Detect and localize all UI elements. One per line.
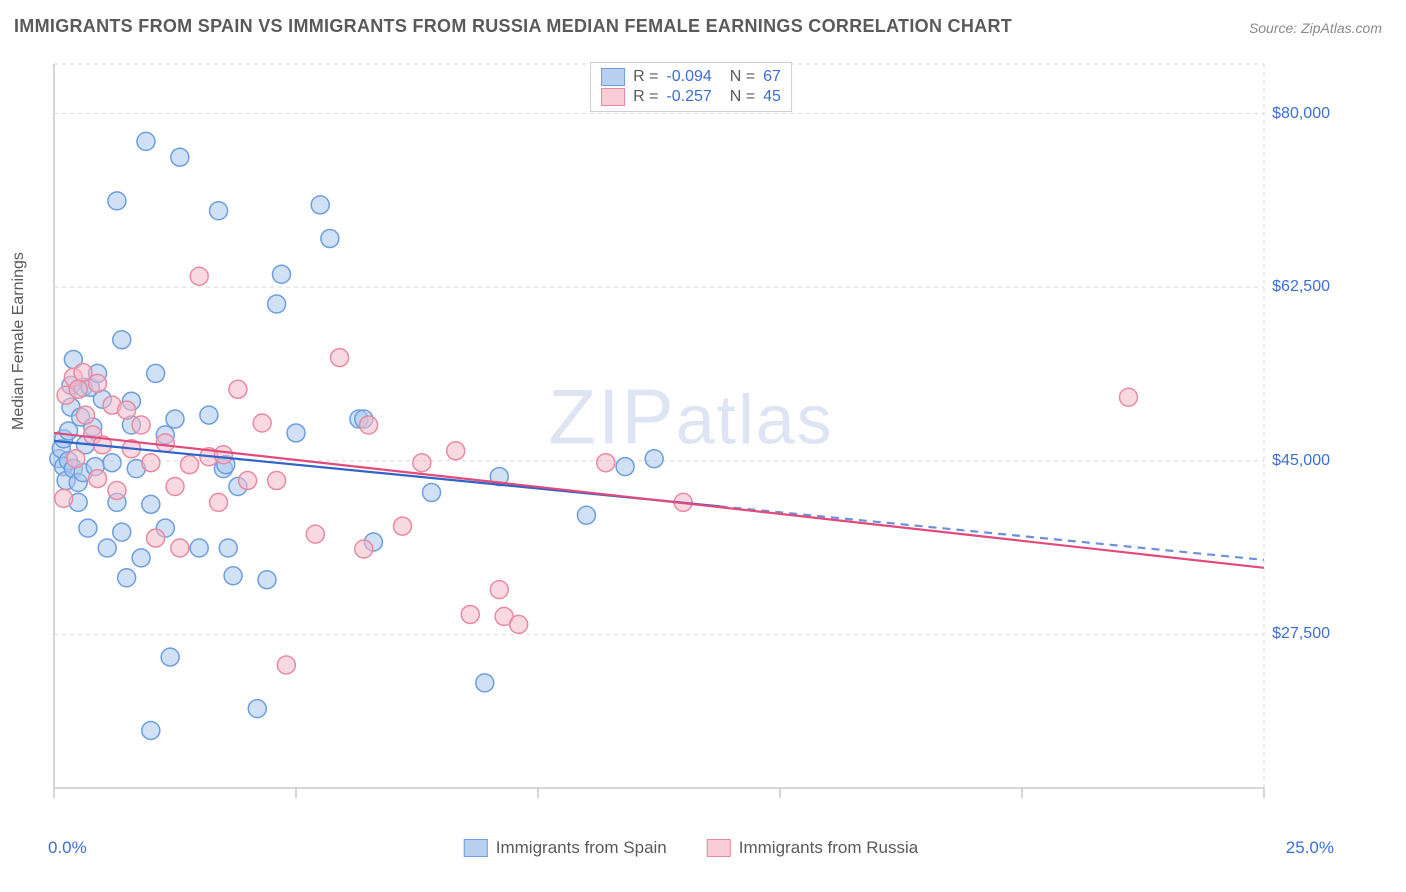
correlation-legend: R = -0.094 N = 67 R = -0.257 N = 45 <box>590 62 792 112</box>
y-tick-label: $45,000 <box>1272 452 1330 470</box>
legend-item-russia: Immigrants from Russia <box>707 838 918 858</box>
legend-row-russia: R = -0.257 N = 45 <box>601 87 781 107</box>
y-tick-label: $80,000 <box>1272 105 1330 123</box>
r-label: R = <box>633 68 658 86</box>
legend-label-spain: Immigrants from Spain <box>496 838 667 858</box>
legend-label-russia: Immigrants from Russia <box>739 838 918 858</box>
swatch-spain-icon <box>464 839 488 857</box>
x-axis-min-label: 0.0% <box>48 838 87 858</box>
series-legend: Immigrants from Spain Immigrants from Ru… <box>464 838 918 858</box>
legend-row-spain: R = -0.094 N = 67 <box>601 67 781 87</box>
bottom-legend-row: 0.0% Immigrants from Spain Immigrants fr… <box>48 838 1334 868</box>
r-label: R = <box>633 88 658 106</box>
x-axis-max-label: 25.0% <box>1286 838 1334 858</box>
source-attribution: Source: ZipAtlas.com <box>1249 20 1382 36</box>
n-label: N = <box>730 68 755 86</box>
y-tick-label: $62,500 <box>1272 278 1330 296</box>
swatch-russia <box>601 88 625 106</box>
swatch-russia-icon <box>707 839 731 857</box>
chart-title: IMMIGRANTS FROM SPAIN VS IMMIGRANTS FROM… <box>14 16 1012 37</box>
source-name: ZipAtlas.com <box>1301 20 1382 36</box>
y-axis-label: Median Female Earnings <box>10 252 28 430</box>
n-value-spain: 67 <box>763 68 781 86</box>
scatter-chart-svg <box>48 58 1334 806</box>
swatch-spain <box>601 68 625 86</box>
y-tick-label: $27,500 <box>1272 625 1330 643</box>
legend-item-spain: Immigrants from Spain <box>464 838 667 858</box>
r-value-russia: -0.257 <box>666 88 711 106</box>
chart-area: R = -0.094 N = 67 R = -0.257 N = 45 ZIPa… <box>48 58 1334 806</box>
r-value-spain: -0.094 <box>666 68 711 86</box>
source-label: Source: <box>1249 20 1297 36</box>
n-label: N = <box>730 88 755 106</box>
n-value-russia: 45 <box>763 88 781 106</box>
